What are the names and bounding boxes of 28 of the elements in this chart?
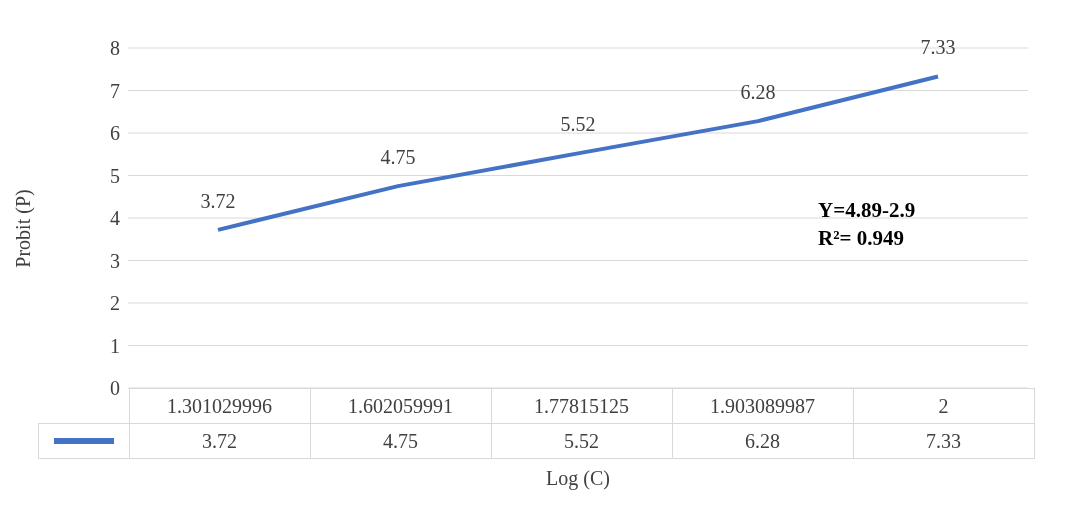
y-tick-label: 6: [110, 122, 120, 145]
x-tick-label: 1.77815125: [491, 388, 672, 424]
x-tick-label: 1.301029996: [129, 388, 310, 424]
y-tick-label: 3: [110, 249, 120, 272]
x-tick-label: 1.903089987: [672, 388, 853, 424]
annotation: 3.72: [200, 189, 236, 212]
annotation: 5.52: [560, 113, 596, 136]
data-label: 7.33: [853, 423, 1034, 459]
annotation: 7.33: [920, 36, 956, 59]
x-tick-label: 1.602059991: [310, 388, 491, 424]
x-axis-title: Log (C): [545, 467, 611, 490]
y-tick-label: 0: [110, 377, 120, 400]
y-tick-label: 4: [110, 207, 120, 230]
annotation: R²= 0.949: [818, 225, 905, 252]
y-tick-label: 7: [110, 79, 120, 102]
data-label: 5.52: [491, 423, 672, 459]
y-tick-label: 8: [110, 37, 120, 60]
data-label: 6.28: [672, 423, 853, 459]
y-axis-title: Probit (P): [11, 188, 35, 268]
y-tick-label: 2: [110, 292, 120, 315]
annotation: Y=4.89-2.9: [818, 197, 916, 224]
data-label: 4.75: [310, 423, 491, 459]
y-tick-label: 5: [110, 164, 120, 187]
annotation: 6.28: [740, 81, 776, 104]
x-tick-label: 2: [853, 388, 1034, 424]
annotation: 4.75: [380, 146, 416, 169]
y-tick-label: 1: [110, 334, 120, 357]
data-label: 3.72: [129, 423, 310, 459]
